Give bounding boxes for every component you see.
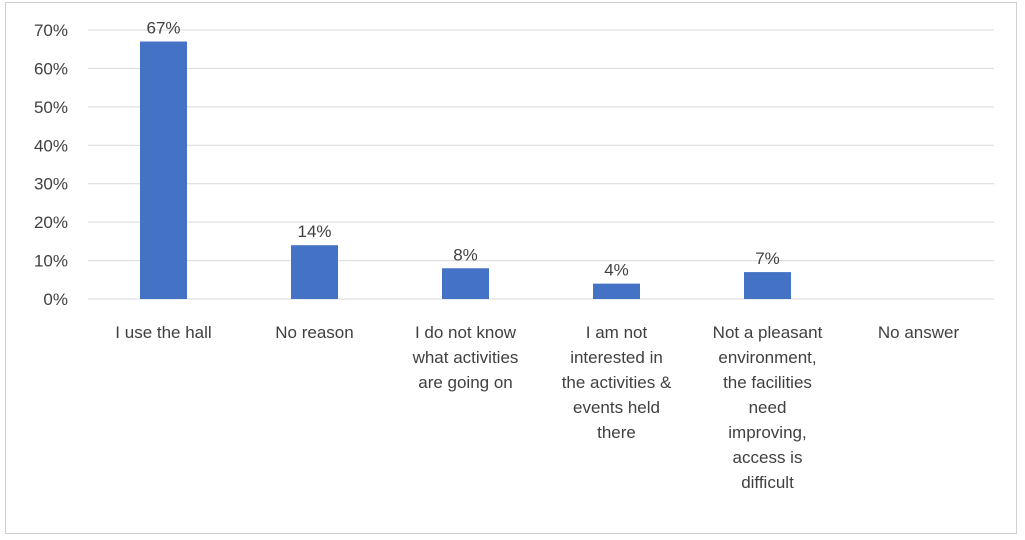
bar [291, 245, 338, 299]
data-label: 7% [755, 249, 780, 268]
x-tick-label: No answer [878, 323, 960, 342]
x-tick-label: I am not interested in the activities & eve… [562, 323, 672, 442]
bar-chart: 0% 10% 20% 30% 40% 50% 60% 70% 67% 14% 8% 4% 7% I u… [34, 19, 994, 492]
bar [593, 283, 640, 299]
x-tick-label: I do not know what activities are going on [412, 323, 519, 392]
y-tick-label: 50% [34, 98, 68, 117]
chart-frame: 0% 10% 20% 30% 40% 50% 60% 70% 67% 14% 8% 4% 7% I u… [5, 2, 1017, 534]
data-label: 8% [453, 245, 478, 264]
y-tick-label: 30% [34, 175, 68, 194]
bar [140, 41, 187, 300]
bar [744, 272, 791, 299]
y-tick-label: 0% [43, 290, 68, 309]
y-tick-label: 40% [34, 136, 68, 155]
x-axis: I use the hall No reason I do not know what… [115, 323, 959, 492]
y-tick-label: 70% [34, 21, 68, 40]
bar [442, 268, 489, 299]
y-tick-label: 10% [34, 252, 68, 271]
y-tick-label: 20% [34, 213, 68, 232]
y-tick-label: 60% [34, 59, 68, 78]
x-tick-label: I use the hall [115, 323, 211, 342]
bars [140, 41, 791, 300]
gridlines [88, 29, 994, 300]
y-axis: 0% 10% 20% 30% 40% 50% 60% 70% [34, 21, 68, 309]
x-tick-label: No reason [275, 323, 353, 342]
data-label: 14% [297, 222, 331, 241]
x-tick-label: Not a pleasant environment, the facilities… [713, 323, 823, 492]
data-label: 4% [604, 261, 629, 280]
data-label: 67% [146, 19, 180, 38]
data-labels: 67% 14% 8% 4% 7% [146, 19, 779, 280]
